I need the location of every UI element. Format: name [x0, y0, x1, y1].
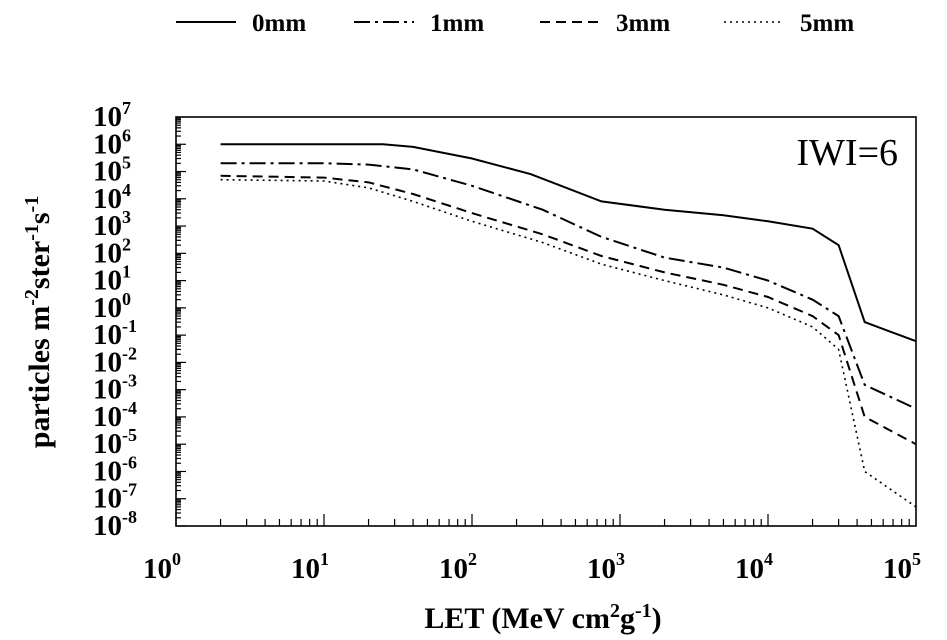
series-line-0mm	[220, 143, 917, 343]
y-tick-base: 10	[93, 101, 122, 133]
y-tick-exponent: -4	[122, 398, 137, 418]
x-tick-label: 105	[883, 549, 921, 585]
series-line-5mm	[220, 178, 917, 508]
y-tick-exponent: -2	[122, 343, 137, 363]
y-tick-exponent: -1	[122, 316, 137, 336]
y-axis-label-p2: ster	[23, 241, 56, 289]
x-tick-label: 100	[143, 549, 181, 585]
y-tick-label: 102	[93, 234, 131, 269]
y-tick-base: 10	[93, 183, 122, 215]
x-tick-base: 10	[143, 553, 172, 585]
x-tick-base: 10	[735, 553, 764, 585]
y-tick-label: 10-5	[93, 425, 137, 460]
series-line-3mm	[220, 174, 917, 446]
y-tick-label: 105	[93, 153, 131, 188]
minor-ticks	[175, 117, 910, 527]
y-tick-base: 10	[93, 292, 122, 324]
y-tick-exponent: 3	[122, 207, 131, 227]
y-tick-label: 107	[93, 98, 131, 133]
series-group	[220, 143, 917, 508]
legend-label-1mm: 1mm	[430, 10, 484, 37]
legend-label-5mm: 5mm	[800, 10, 854, 37]
x-tick-labels: 100 101 102 103 104 105	[143, 549, 921, 585]
x-tick-exponent: 3	[616, 549, 625, 569]
y-tick-exponent: 7	[122, 98, 131, 118]
y-tick-exponent: 0	[122, 289, 131, 309]
x-axis-label: LET (MeV cm2g-1)	[424, 600, 661, 635]
x-tick-exponent: 0	[172, 549, 181, 569]
plot-frame	[175, 116, 917, 527]
y-tick-label: 100	[93, 289, 131, 324]
y-tick-exponent: -6	[122, 452, 137, 472]
y-tick-base: 10	[93, 128, 122, 160]
iwi-annotation: IWI=6	[796, 132, 898, 174]
x-axis-label-suffix: )	[652, 602, 662, 635]
y-axis-label-p1: particles m	[23, 306, 56, 448]
x-axis-label-mid: g	[620, 602, 635, 635]
x-tick-base: 10	[883, 553, 912, 585]
y-tick-exponent: 1	[122, 262, 131, 282]
y-tick-base: 10	[93, 510, 122, 542]
y-axis-label: particles m-2ster-1s-1	[21, 196, 56, 448]
y-tick-exponent: -3	[122, 371, 137, 391]
legend: 0mm 1mm 3mm 5mm	[176, 10, 854, 37]
y-tick-exponent: -8	[122, 507, 137, 527]
y-tick-base: 10	[93, 237, 122, 269]
y-tick-base: 10	[93, 401, 122, 433]
x-axis-label-sup1: 2	[610, 600, 620, 622]
y-tick-exponent: -5	[122, 425, 137, 445]
x-tick-base: 10	[587, 553, 616, 585]
legend-label-3mm: 3mm	[616, 10, 670, 37]
x-tick-exponent: 5	[912, 549, 921, 569]
y-tick-base: 10	[93, 210, 122, 242]
x-tick-label: 101	[291, 549, 329, 585]
y-axis-label-s3: -1	[21, 196, 43, 213]
x-tick-exponent: 4	[764, 549, 773, 569]
y-tick-base: 10	[93, 428, 122, 460]
x-axis-label-prefix: LET (MeV cm	[424, 602, 610, 635]
y-tick-exponent: 6	[122, 125, 131, 145]
x-tick-exponent: 1	[320, 549, 329, 569]
y-tick-label: 10-8	[93, 507, 137, 542]
y-tick-base: 10	[93, 265, 122, 297]
y-tick-exponent: 4	[122, 180, 131, 200]
y-tick-label: 10-3	[93, 371, 137, 406]
y-tick-label: 101	[93, 262, 131, 297]
y-tick-base: 10	[93, 455, 122, 487]
x-tick-exponent: 2	[468, 549, 477, 569]
x-tick-label: 104	[735, 549, 773, 585]
y-tick-base: 10	[93, 483, 122, 515]
y-tick-exponent: 2	[122, 234, 131, 254]
y-tick-label: 10-6	[93, 452, 137, 487]
x-tick-label: 102	[439, 549, 477, 585]
y-tick-label: 10-1	[93, 316, 137, 351]
y-tick-label: 106	[93, 125, 131, 160]
y-tick-base: 10	[93, 156, 122, 188]
x-tick-label: 103	[587, 549, 625, 585]
y-tick-base: 10	[93, 374, 122, 406]
y-tick-label: 10-4	[93, 398, 137, 433]
y-tick-label: 10-7	[93, 480, 137, 515]
y-tick-base: 10	[93, 319, 122, 351]
y-tick-exponent: 5	[122, 153, 131, 173]
y-tick-exponent: -7	[122, 480, 137, 500]
legend-label-0mm: 0mm	[252, 10, 306, 37]
series-line-1mm	[220, 162, 917, 410]
y-tick-label: 10-2	[93, 343, 137, 378]
y-tick-base: 10	[93, 346, 122, 378]
x-tick-base: 10	[291, 553, 320, 585]
y-axis-label-p3: s	[23, 212, 56, 224]
y-axis-label-s1: -2	[21, 289, 43, 306]
y-tick-labels: 10710610510410310210110010-110-210-310-4…	[93, 98, 137, 542]
x-axis-label-sup2: -1	[635, 600, 652, 622]
x-tick-base: 10	[439, 553, 468, 585]
y-tick-label: 103	[93, 207, 131, 242]
y-axis-label-s2: -1	[21, 224, 43, 241]
y-tick-label: 104	[93, 180, 131, 215]
